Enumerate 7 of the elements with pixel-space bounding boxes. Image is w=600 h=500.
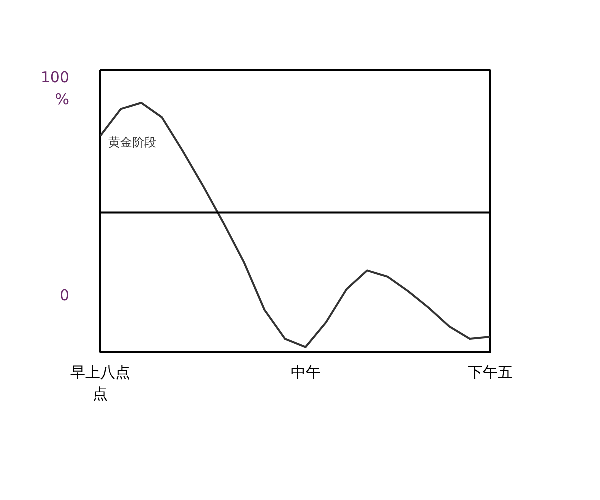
x-tick-label: 早上八点点 bbox=[70, 364, 130, 404]
annotation: 黄金阶段 bbox=[108, 135, 156, 150]
x-tick-label: 中午 bbox=[290, 364, 321, 382]
line-series bbox=[100, 102, 490, 348]
y-tick-label: 100 % bbox=[40, 68, 70, 108]
y-tick-label: 0 bbox=[60, 286, 70, 305]
x-tick-label: 下午五 bbox=[468, 364, 513, 382]
